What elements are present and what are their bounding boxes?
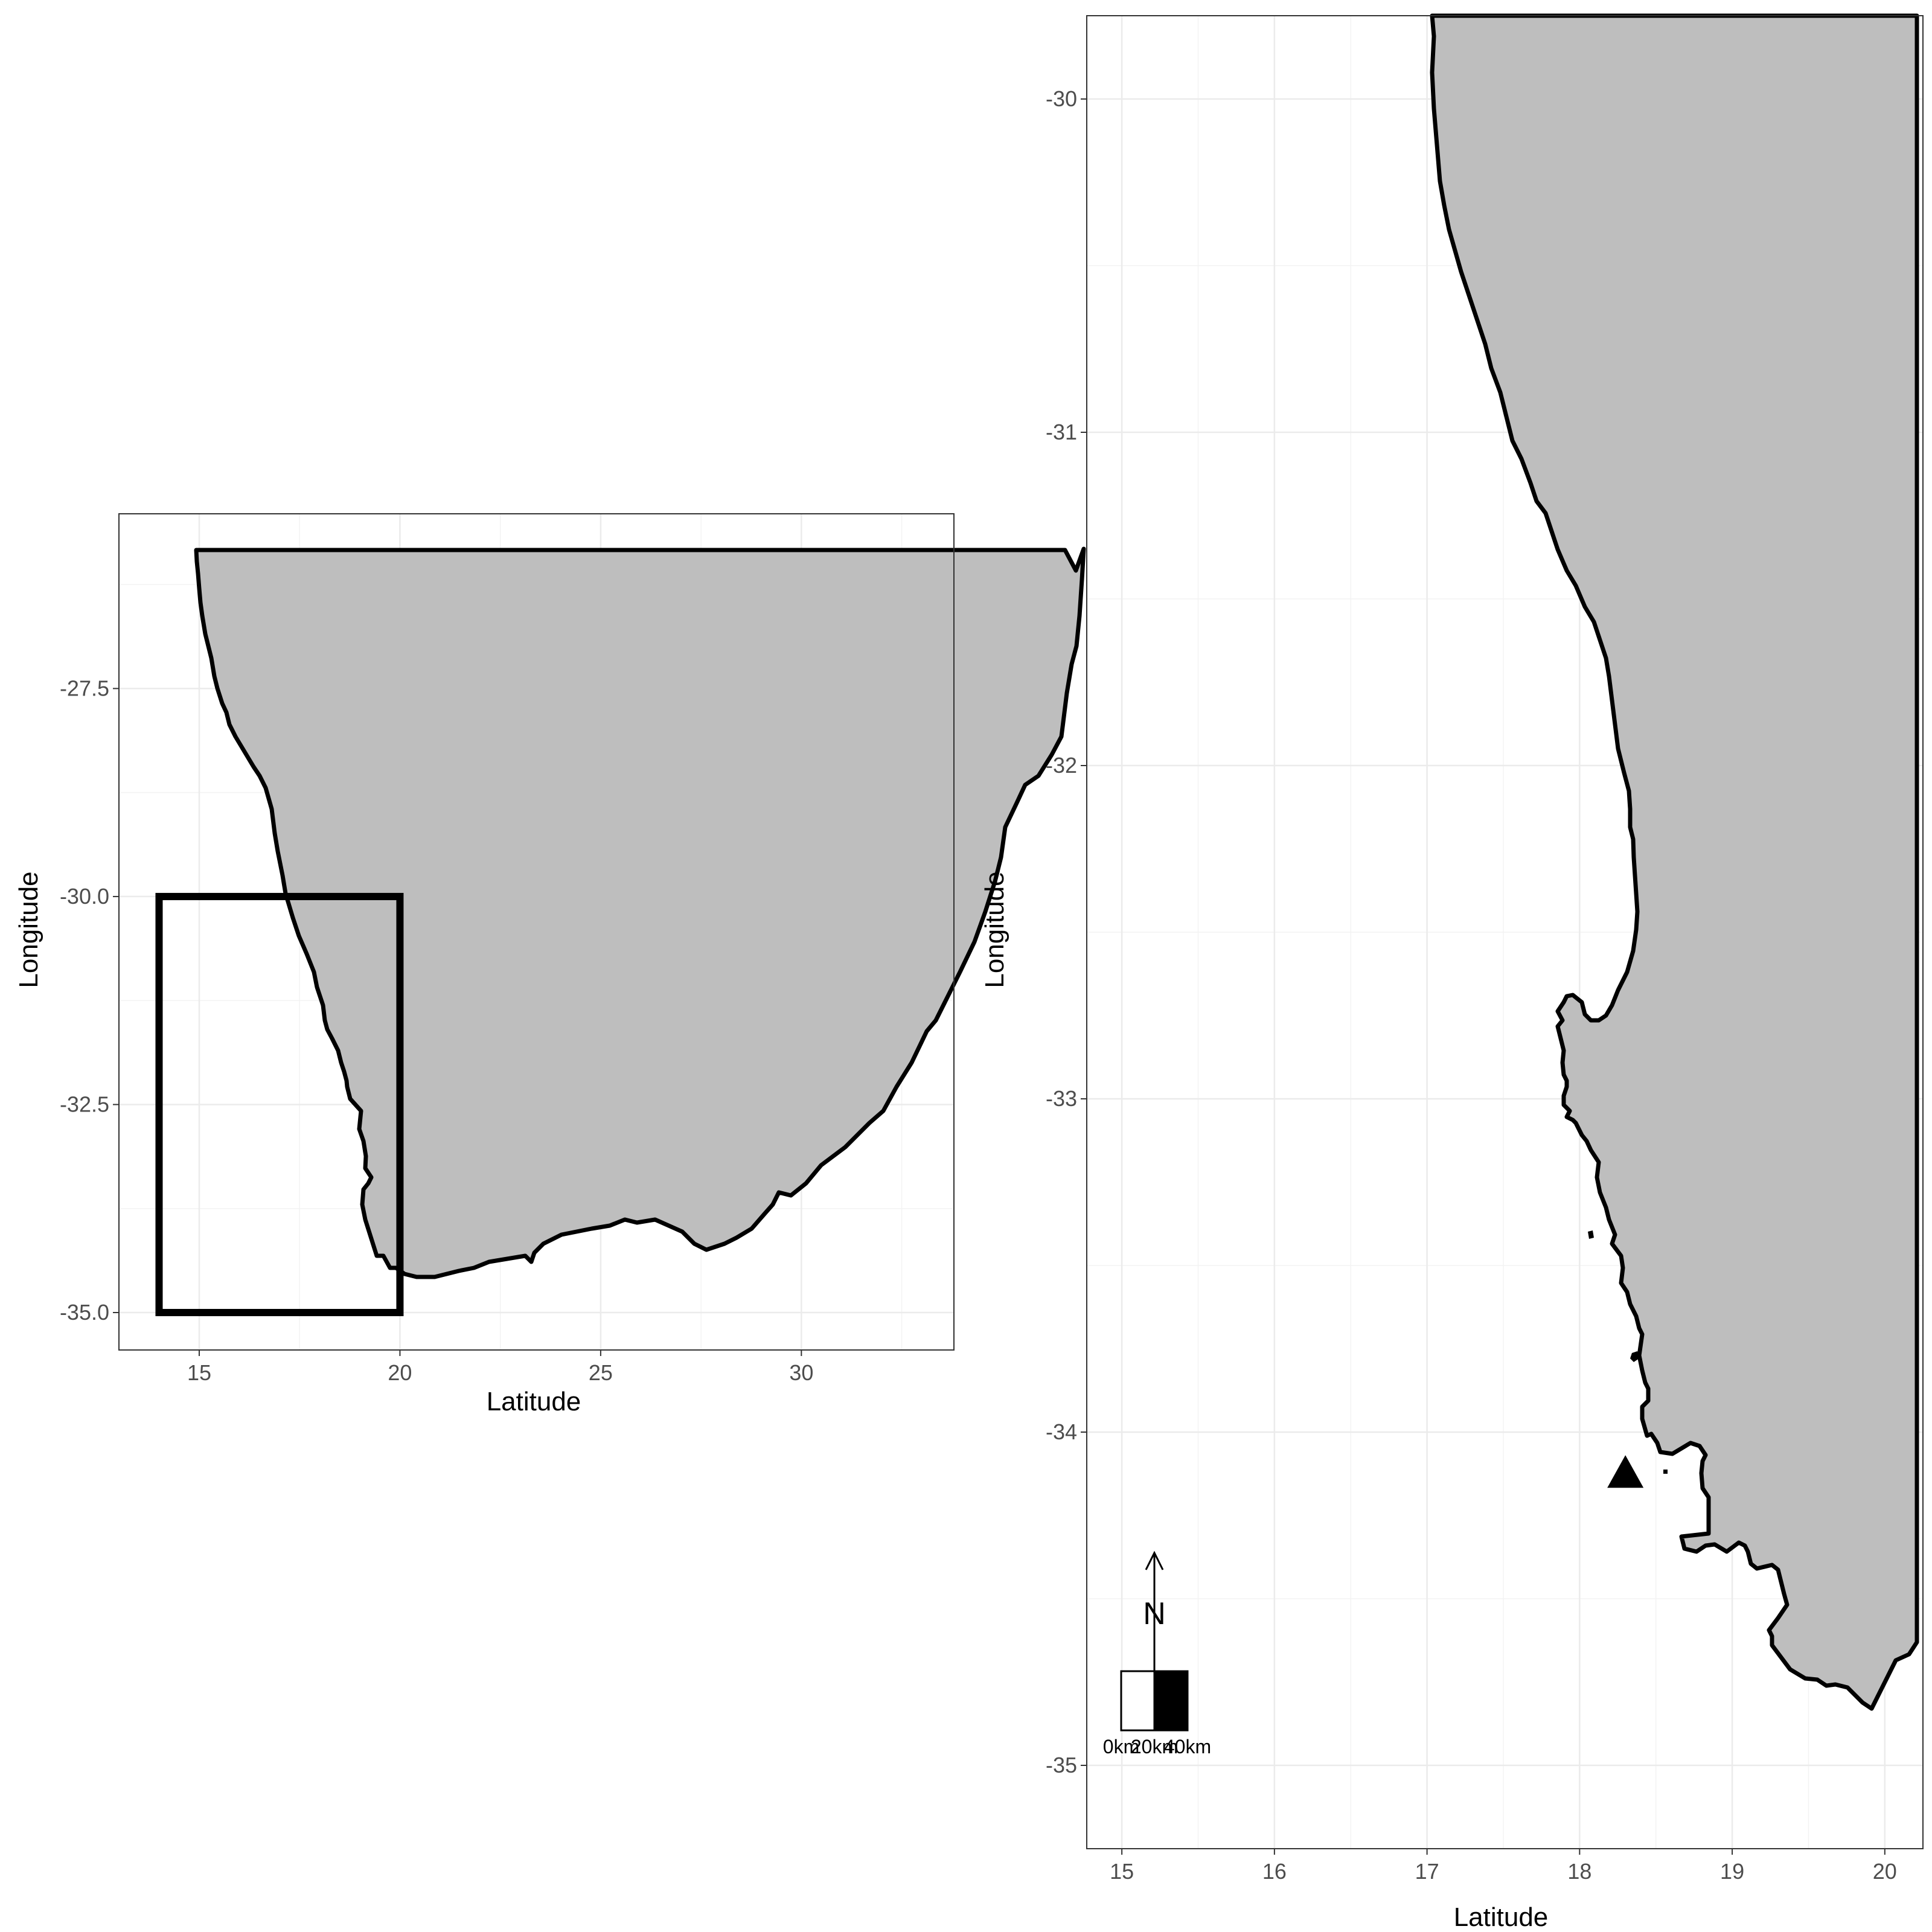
scale-bar: 0km 20km 40km [1103, 1670, 1211, 1758]
x-tick-label: 18 [1567, 1859, 1591, 1884]
overview-land-polygon [194, 546, 1086, 1279]
overview-map-panel: 15 20 25 30 -27.5 -30.0 -32.5 -35.0 Latitude L… [14, 513, 1086, 1416]
x-tick-label: 20 [388, 1360, 412, 1385]
x-tick-label: 30 [789, 1360, 813, 1385]
x-tick-label: 17 [1415, 1859, 1439, 1884]
y-tick-label: -31 [1046, 420, 1077, 444]
scale-label-40: 40km [1164, 1736, 1211, 1758]
x-tick-label: 19 [1720, 1859, 1744, 1884]
overview-y-axis: -27.5 -30.0 -32.5 -35.0 [60, 676, 119, 1325]
y-tick-label: -27.5 [60, 676, 109, 700]
detail-y-axis-title: Longitude [980, 871, 1009, 988]
detail-map-border [1086, 15, 1924, 1849]
scale-label-0: 0km [1103, 1736, 1139, 1758]
north-arrow: N [1143, 1550, 1166, 1671]
inset-extent-box [155, 892, 404, 1316]
x-tick-label: 16 [1262, 1859, 1287, 1884]
y-tick-label: -30 [1046, 86, 1077, 111]
island-marker [1630, 1351, 1639, 1362]
x-tick-label: 15 [1110, 1859, 1134, 1884]
island-marker [1663, 1470, 1668, 1474]
island-marker [1588, 1230, 1594, 1239]
y-tick-label: -30.0 [60, 884, 109, 909]
y-tick-label: -35 [1046, 1753, 1077, 1777]
scale-label-20: 20km [1131, 1736, 1178, 1758]
detail-x-axis-title: Latitude [1454, 1902, 1549, 1932]
x-tick-label: 20 [1873, 1859, 1897, 1884]
x-tick-label: 15 [187, 1360, 211, 1385]
overview-y-axis-title: Longitude [14, 871, 43, 988]
y-tick-label: -34 [1046, 1419, 1077, 1444]
detail-land-polygon [1430, 13, 1919, 1711]
detail-x-axis: 15 16 17 18 19 20 [1110, 1849, 1897, 1884]
detail-map-panel: N 0km 20km 40km 15 16 17 18 19 20 -30-31-32-3… [980, 13, 1924, 1932]
x-tick-label: 25 [589, 1360, 613, 1385]
y-tick-label: -33 [1046, 1086, 1077, 1111]
detail-y-axis: -30 -31 -32 -33 -34 -35 [1046, 86, 1087, 1777]
north-arrow-head [1145, 1550, 1164, 1570]
scale-bar-segment-white [1120, 1670, 1156, 1732]
y-tick-label: -35.0 [60, 1300, 109, 1325]
overview-x-axis: 15 20 25 30 [187, 1350, 813, 1385]
scale-bar-segment-black [1153, 1670, 1189, 1732]
y-tick-label: -32.5 [60, 1092, 109, 1116]
overview-x-axis-title: Latitude [487, 1387, 581, 1416]
north-arrow-label: N [1143, 1596, 1166, 1631]
site-marker-triangle [1607, 1455, 1644, 1488]
y-tick-label: -32 [1046, 753, 1077, 778]
overview-map-border [118, 513, 955, 1351]
